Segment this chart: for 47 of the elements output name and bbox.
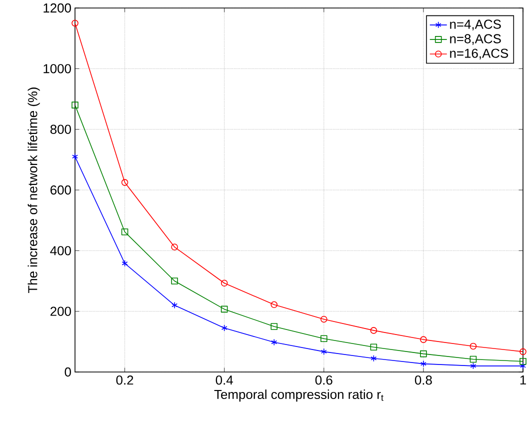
x-tick-label: 0.4	[216, 376, 233, 385]
y-tick-label: 1200	[44, 3, 71, 13]
point	[420, 350, 427, 358]
point	[72, 102, 78, 108]
y-tick-label: 1000	[44, 64, 71, 74]
point	[470, 356, 477, 363]
point	[270, 301, 278, 308]
y-tick-label: 800	[50, 124, 71, 134]
y-tick-label: 400	[50, 246, 71, 256]
point	[370, 327, 378, 334]
x-tick-label: 0.2	[116, 376, 134, 385]
y-tick-label: 200	[50, 306, 71, 316]
legend-label: n=8,ACS	[450, 34, 501, 45]
point	[172, 302, 178, 309]
legend-label: n=16,ACS	[450, 48, 508, 60]
point	[121, 179, 128, 186]
point	[320, 316, 328, 323]
point	[122, 260, 128, 267]
point	[121, 228, 128, 236]
point	[470, 362, 476, 370]
point	[221, 324, 228, 332]
point	[171, 244, 178, 250]
y-tick-label: 0	[64, 367, 71, 377]
point	[420, 360, 426, 368]
x-tick-label: 1	[520, 376, 526, 384]
legend-label: n=4,ACS	[450, 20, 501, 30]
y-tick-label: 600	[50, 185, 71, 195]
x-tick-label: 0.8	[414, 376, 432, 385]
point	[171, 278, 178, 284]
point	[420, 336, 427, 343]
point	[220, 306, 228, 313]
point	[470, 342, 477, 350]
point	[72, 153, 78, 160]
point	[320, 335, 328, 342]
x-tick-label: 0.6	[315, 376, 332, 385]
point	[520, 348, 526, 356]
x-axis-title: Temporal compression ratio r$_{t}$	[214, 390, 384, 402]
point	[220, 280, 228, 287]
y-axis-title: The increase of network lifetime (%)	[28, 88, 40, 293]
point	[271, 338, 278, 346]
point	[72, 20, 78, 27]
point	[520, 358, 526, 365]
point	[370, 344, 378, 351]
point	[270, 323, 278, 330]
point	[520, 362, 526, 370]
point	[370, 354, 377, 362]
point	[320, 348, 327, 356]
